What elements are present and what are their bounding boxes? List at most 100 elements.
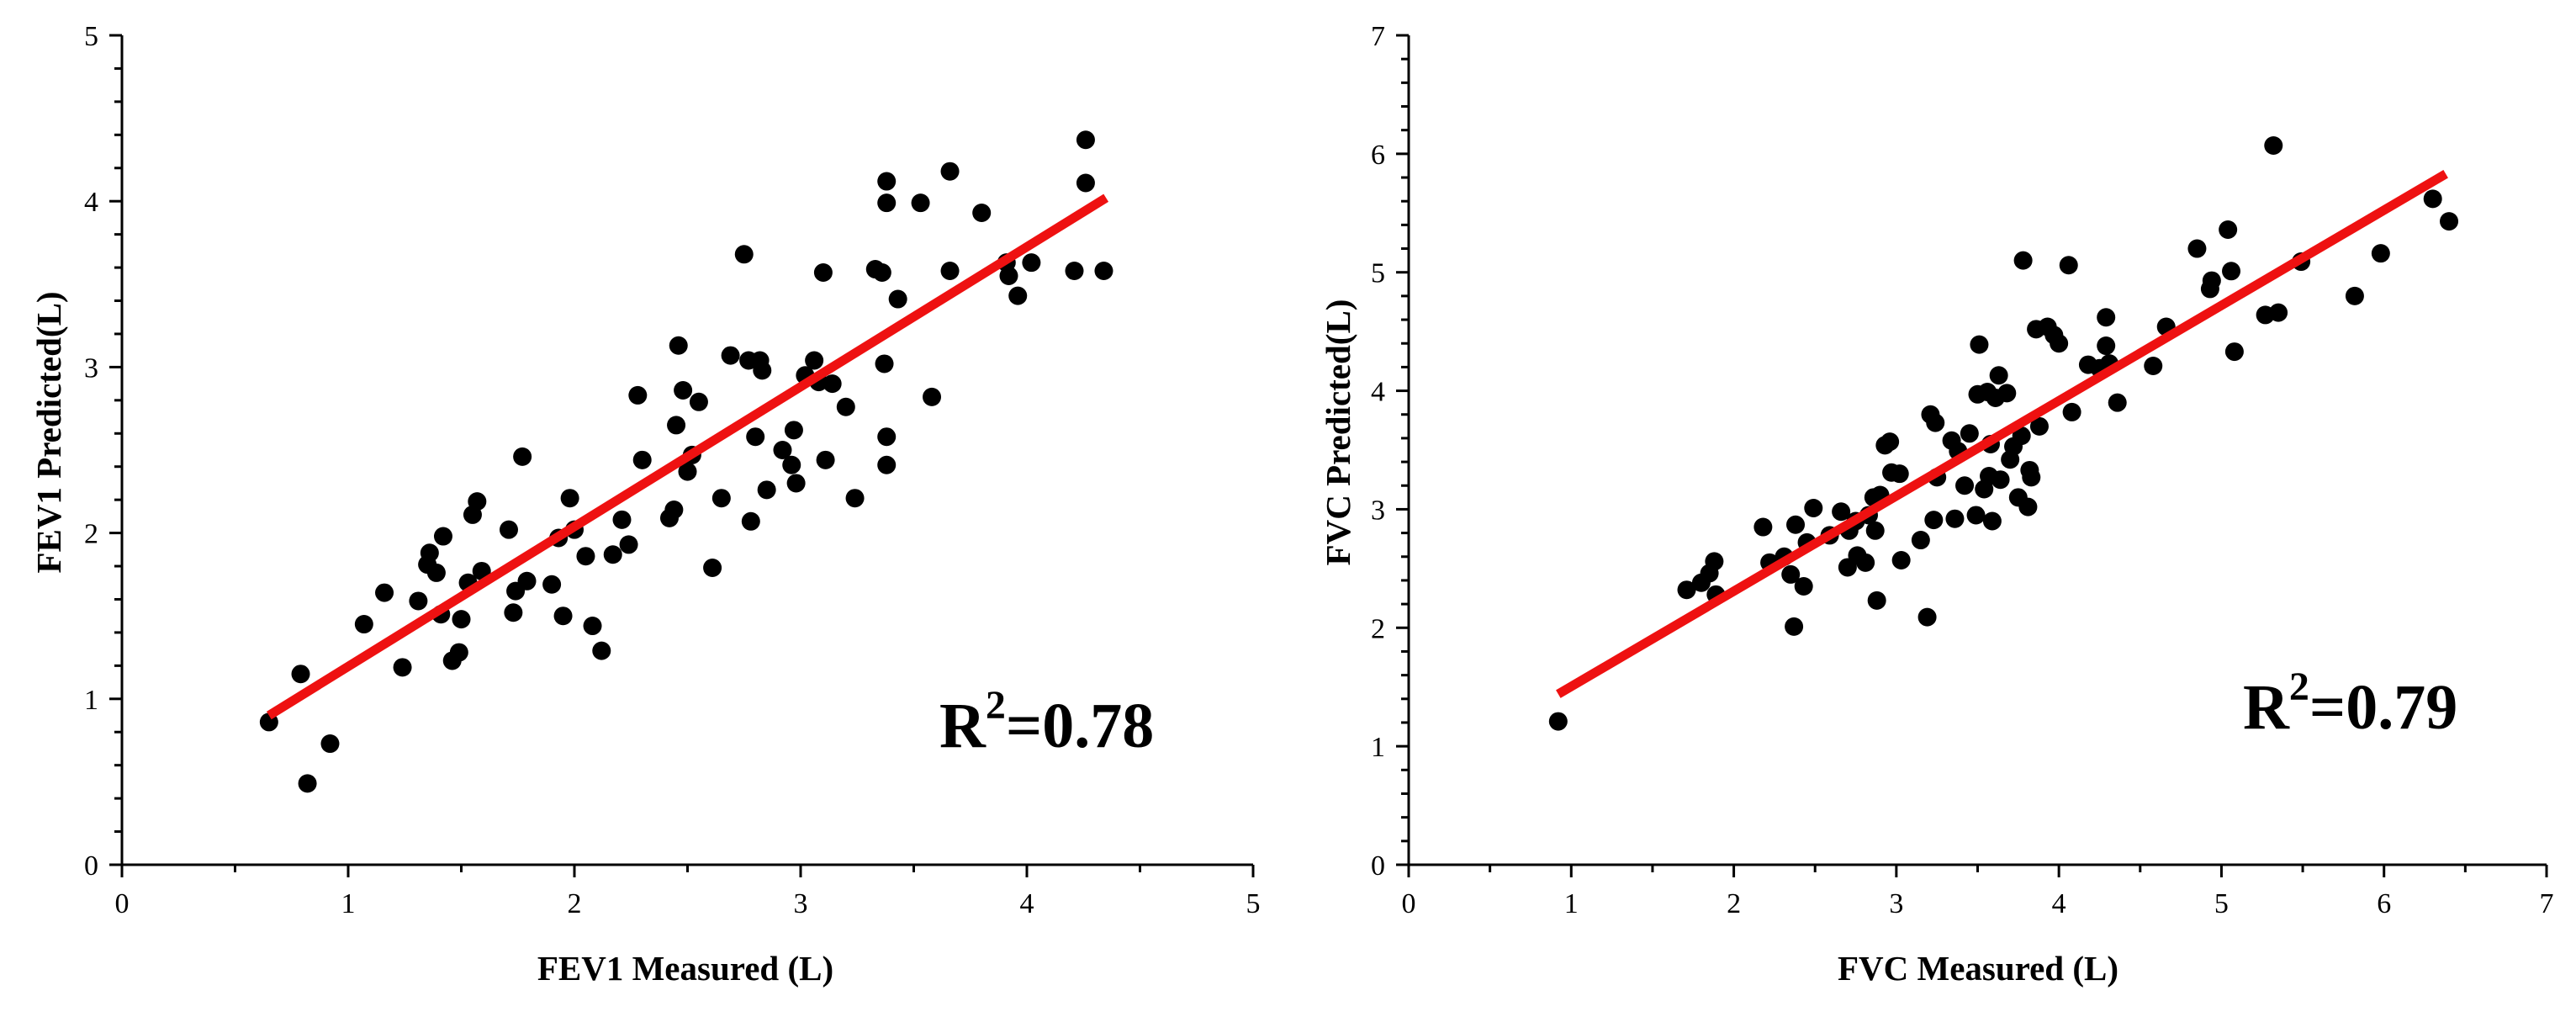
- data-point: [1926, 413, 1945, 432]
- data-point: [499, 520, 518, 539]
- x-tick-label: 3: [1889, 888, 1903, 919]
- data-point: [1865, 521, 1885, 540]
- data-point: [1785, 617, 1804, 636]
- plot-area: 0 1 2 3 4 5 6 7 0 1 2 3 4 5 6 7: [1371, 21, 2554, 919]
- data-point: [2202, 271, 2221, 290]
- x-tick-label: 5: [1246, 888, 1261, 919]
- y-tick-label: 4: [1371, 377, 1385, 408]
- y-tick-label: 5: [1371, 258, 1385, 289]
- data-point: [2029, 416, 2049, 436]
- r2-value: =0.78: [1006, 691, 1154, 761]
- r2-superscript: 2: [2289, 665, 2309, 709]
- data-point: [553, 606, 573, 626]
- data-point: [888, 289, 907, 309]
- data-point: [2269, 303, 2288, 322]
- data-point: [375, 583, 394, 602]
- data-point: [1945, 509, 1965, 528]
- data-point: [1924, 511, 1944, 530]
- data-point: [1781, 564, 1801, 584]
- x-tick-label: 2: [568, 888, 582, 919]
- y-tick-label: 6: [1371, 140, 1385, 171]
- r2-value: =0.79: [2309, 672, 2457, 743]
- data-point: [1804, 499, 1823, 518]
- data-point: [734, 245, 754, 264]
- data-point: [923, 387, 942, 406]
- data-point: [1989, 366, 2008, 385]
- data-point: [433, 527, 452, 546]
- fit-line: [1556, 170, 2448, 698]
- data-point: [877, 427, 897, 447]
- x-tick-label: 1: [1564, 888, 1579, 919]
- r2-annotation: R2=0.78: [939, 683, 1154, 761]
- y-tick-label: 3: [84, 352, 98, 384]
- data-point: [420, 543, 439, 563]
- data-point: [1966, 506, 1986, 525]
- data-point: [823, 374, 842, 394]
- data-point: [517, 571, 537, 591]
- data-point: [999, 266, 1018, 285]
- data-point: [2062, 402, 2081, 421]
- data-point: [2144, 356, 2163, 375]
- y-tick-label: 5: [84, 21, 98, 52]
- data-point: [940, 162, 960, 181]
- x-tick-label: 0: [115, 888, 130, 919]
- data-point: [2108, 393, 2127, 412]
- data-point: [782, 455, 801, 474]
- r2-prefix: R: [2243, 672, 2290, 743]
- data-point: [813, 262, 833, 282]
- r2-superscript: 2: [986, 683, 1006, 728]
- data-point: [2050, 334, 2069, 353]
- data-point: [1960, 424, 1979, 443]
- data-point: [667, 416, 686, 435]
- data-point: [1548, 712, 1568, 731]
- data-point: [393, 658, 412, 677]
- y-tick-label: 1: [1371, 732, 1385, 763]
- x-tick-label: 2: [1727, 888, 1741, 919]
- data-point: [2224, 342, 2244, 362]
- data-point: [1997, 384, 2017, 403]
- data-point: [746, 427, 765, 447]
- y-axis-title: FEV1 Predicted(L): [29, 291, 68, 573]
- data-point: [836, 397, 855, 416]
- data-point: [786, 474, 806, 493]
- data-point: [2423, 189, 2442, 209]
- y-tick-label: 0: [1371, 850, 1385, 882]
- data-point: [449, 643, 468, 662]
- data-point: [1955, 476, 1975, 495]
- y-tick-label: 0: [84, 850, 98, 882]
- data-point: [689, 392, 708, 411]
- data-point: [1856, 553, 1875, 572]
- data-point: [2187, 239, 2207, 258]
- data-point: [757, 480, 776, 500]
- x-tick-label: 4: [1020, 888, 1034, 919]
- data-point: [628, 385, 648, 405]
- data-point: [773, 441, 792, 459]
- data-point: [703, 559, 722, 578]
- data-point: [678, 462, 697, 481]
- data-point: [1890, 464, 1909, 484]
- data-point: [711, 489, 731, 508]
- x-tick-label: 0: [1402, 888, 1416, 919]
- data-point: [2097, 336, 2116, 356]
- data-point: [542, 575, 562, 594]
- data-point: [2018, 497, 2038, 516]
- x-tick-label: 3: [794, 888, 808, 919]
- data-point: [664, 500, 684, 519]
- data-point: [592, 641, 611, 660]
- y-axis-title: FVC Predicted(L): [1319, 299, 1357, 566]
- data-point: [1911, 531, 1930, 550]
- x-axis-title: FVC Measured (L): [1838, 949, 2118, 988]
- data-point: [452, 610, 471, 629]
- data-point: [2264, 135, 2283, 155]
- data-point: [2440, 212, 2459, 231]
- data-point: [972, 204, 992, 223]
- data-point: [1991, 470, 2010, 490]
- data-point: [2013, 251, 2033, 270]
- x-axis-title: FEV1 Measured (L): [537, 949, 833, 988]
- data-point: [504, 603, 523, 622]
- r2-prefix: R: [939, 691, 986, 761]
- y-tick-label: 4: [84, 187, 98, 218]
- data-point: [1076, 173, 1095, 193]
